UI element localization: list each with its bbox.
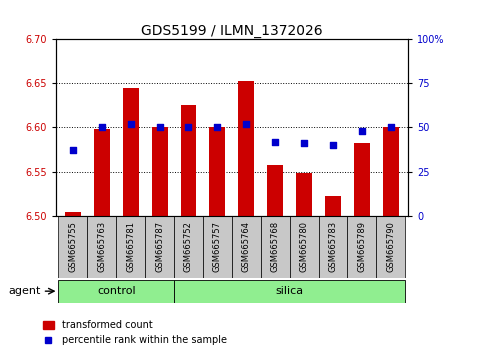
Bar	[123, 88, 139, 216]
Bar	[325, 195, 341, 216]
Bar	[116, 216, 145, 278]
Bar	[58, 280, 174, 303]
Point	[98, 125, 106, 130]
Point	[300, 141, 308, 146]
Bar	[174, 216, 203, 278]
Text: GSM665780: GSM665780	[299, 221, 309, 273]
Bar	[347, 216, 376, 278]
Point	[358, 128, 366, 134]
Bar	[94, 129, 110, 216]
Bar	[296, 172, 312, 216]
Point	[156, 125, 163, 130]
Bar	[383, 126, 399, 216]
Bar	[152, 126, 168, 216]
Bar	[261, 216, 290, 278]
Point	[69, 148, 77, 153]
Text: control: control	[97, 286, 136, 296]
Bar	[319, 216, 347, 278]
Bar	[290, 216, 319, 278]
Bar	[174, 280, 405, 303]
Text: GSM665783: GSM665783	[328, 221, 338, 273]
Bar	[87, 216, 116, 278]
Legend: transformed count, percentile rank within the sample: transformed count, percentile rank withi…	[39, 316, 231, 349]
Bar	[232, 216, 261, 278]
Point	[329, 142, 337, 148]
Bar	[354, 143, 370, 216]
Bar	[376, 216, 405, 278]
Bar	[267, 165, 283, 216]
Text: GSM665789: GSM665789	[357, 221, 367, 273]
Text: GSM665752: GSM665752	[184, 222, 193, 272]
Text: GSM665757: GSM665757	[213, 221, 222, 273]
Bar	[210, 127, 226, 216]
Bar	[181, 105, 197, 216]
Bar	[238, 81, 254, 216]
Point	[185, 125, 192, 130]
Title: GDS5199 / ILMN_1372026: GDS5199 / ILMN_1372026	[141, 24, 323, 38]
Point	[387, 125, 395, 130]
Point	[127, 121, 135, 127]
Text: GSM665790: GSM665790	[386, 222, 395, 272]
Text: GSM665763: GSM665763	[97, 221, 106, 273]
Text: GSM665764: GSM665764	[242, 221, 251, 273]
Text: agent: agent	[9, 286, 41, 296]
Point	[271, 139, 279, 144]
Bar	[58, 216, 87, 278]
Text: GSM665781: GSM665781	[126, 221, 135, 273]
Point	[242, 121, 250, 127]
Text: GSM665768: GSM665768	[270, 221, 280, 273]
Text: GSM665787: GSM665787	[155, 221, 164, 273]
Bar	[145, 216, 174, 278]
Point	[213, 125, 221, 130]
Text: GSM665755: GSM665755	[69, 222, 77, 272]
Text: silica: silica	[276, 286, 304, 296]
Bar	[203, 216, 232, 278]
Bar	[65, 211, 81, 216]
